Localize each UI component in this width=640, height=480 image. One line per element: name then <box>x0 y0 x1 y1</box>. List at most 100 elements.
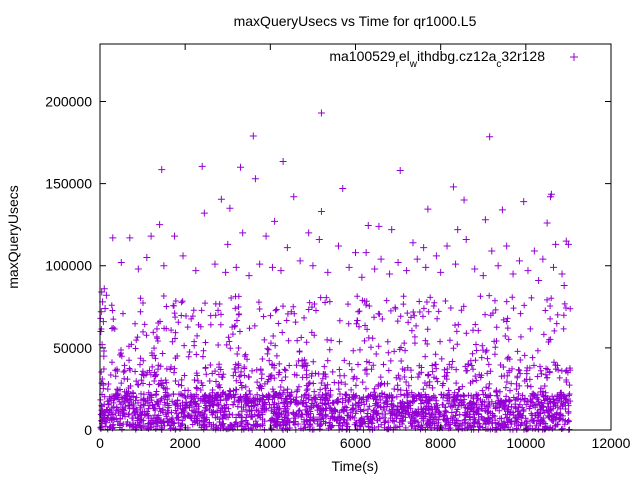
data-point <box>460 196 468 204</box>
data-point <box>420 244 428 252</box>
data-point <box>550 263 558 271</box>
data-point <box>394 258 402 266</box>
data-point <box>245 272 253 280</box>
data-point <box>279 157 287 165</box>
data-point <box>171 232 179 240</box>
data-point <box>224 240 232 248</box>
data-point <box>358 273 366 281</box>
data-point <box>449 183 457 191</box>
data-point <box>290 193 298 201</box>
legend-marker-plus-icon <box>570 53 578 61</box>
x-tick-label: 4000 <box>255 435 286 451</box>
data-point <box>515 257 523 265</box>
data-point <box>454 226 462 234</box>
data-point <box>156 221 164 229</box>
x-tick-label: 6000 <box>340 435 371 451</box>
data-point <box>147 232 155 240</box>
y-axis: 0 50000 100000 150000 200000 <box>45 93 611 438</box>
data-point <box>558 270 566 278</box>
data-point <box>362 249 370 257</box>
data-point <box>268 263 276 271</box>
y-tick-label: 0 <box>84 422 92 438</box>
data-point <box>352 249 359 257</box>
data-point <box>277 267 285 275</box>
data-point <box>309 262 317 270</box>
data-point <box>377 255 385 263</box>
data-point <box>249 132 257 140</box>
x-tick-label: 12000 <box>592 435 631 451</box>
data-point <box>388 226 396 234</box>
data-point <box>126 234 134 242</box>
data-point <box>494 262 502 270</box>
data-point <box>317 208 325 216</box>
data-points <box>97 109 574 433</box>
data-point <box>192 267 200 275</box>
y-tick-label: 100000 <box>45 258 92 274</box>
data-point <box>200 209 208 217</box>
data-point <box>237 163 245 171</box>
data-point <box>100 352 108 360</box>
data-point <box>443 242 451 250</box>
data-point <box>547 193 555 201</box>
data-point <box>520 198 528 206</box>
data-point <box>543 219 551 227</box>
data-point <box>488 247 496 255</box>
data-point <box>334 242 342 250</box>
data-point <box>160 262 168 270</box>
legend: ma100529relwithdbg.cz12ac32r128 <box>329 48 578 70</box>
data-point <box>271 217 279 225</box>
data-point <box>222 268 230 276</box>
data-point <box>375 222 383 230</box>
x-tick-label: 10000 <box>506 435 545 451</box>
data-point <box>424 205 432 213</box>
x-axis: 0 2000 4000 6000 8000 10000 12000 <box>96 44 631 451</box>
x-tick-label: 0 <box>96 435 104 451</box>
y-axis-title: maxQueryUsecs <box>5 185 21 288</box>
data-point <box>535 277 543 285</box>
data-point <box>198 162 206 170</box>
data-point <box>283 244 291 252</box>
data-point <box>503 242 511 250</box>
data-point <box>232 263 240 271</box>
data-point <box>479 272 487 280</box>
data-point <box>452 260 460 268</box>
data-point <box>437 268 445 276</box>
data-point <box>256 260 264 268</box>
y-tick-label: 150000 <box>45 176 92 192</box>
data-point <box>117 258 125 266</box>
data-point <box>371 265 379 273</box>
data-point <box>97 327 105 335</box>
data-point <box>262 232 270 240</box>
x-axis-title: Time(s) <box>332 458 379 474</box>
data-point <box>345 263 353 271</box>
data-point <box>462 235 470 243</box>
data-point <box>226 204 234 212</box>
x-tick-label: 8000 <box>425 435 456 451</box>
data-point <box>143 254 151 262</box>
x-tick-label: 2000 <box>170 435 201 451</box>
data-point <box>217 195 225 203</box>
data-point <box>317 109 325 117</box>
data-point <box>413 255 421 263</box>
data-point <box>211 260 219 268</box>
data-point <box>158 166 166 174</box>
legend-label: ma100529relwithdbg.cz12ac32r128 <box>329 48 545 70</box>
data-point <box>539 255 547 263</box>
data-point <box>315 235 323 243</box>
data-point <box>98 288 106 296</box>
data-point <box>134 265 142 273</box>
data-point <box>564 240 572 248</box>
data-point <box>481 216 489 224</box>
data-point <box>239 229 247 237</box>
data-point <box>530 247 538 255</box>
data-point <box>179 252 187 260</box>
data-point <box>422 263 430 271</box>
legend-marker-plus <box>570 53 578 61</box>
data-point <box>364 222 372 230</box>
data-point <box>486 133 494 141</box>
plot-frame <box>99 43 612 431</box>
data-point <box>409 239 417 247</box>
data-point <box>102 291 110 299</box>
data-point <box>324 268 332 276</box>
